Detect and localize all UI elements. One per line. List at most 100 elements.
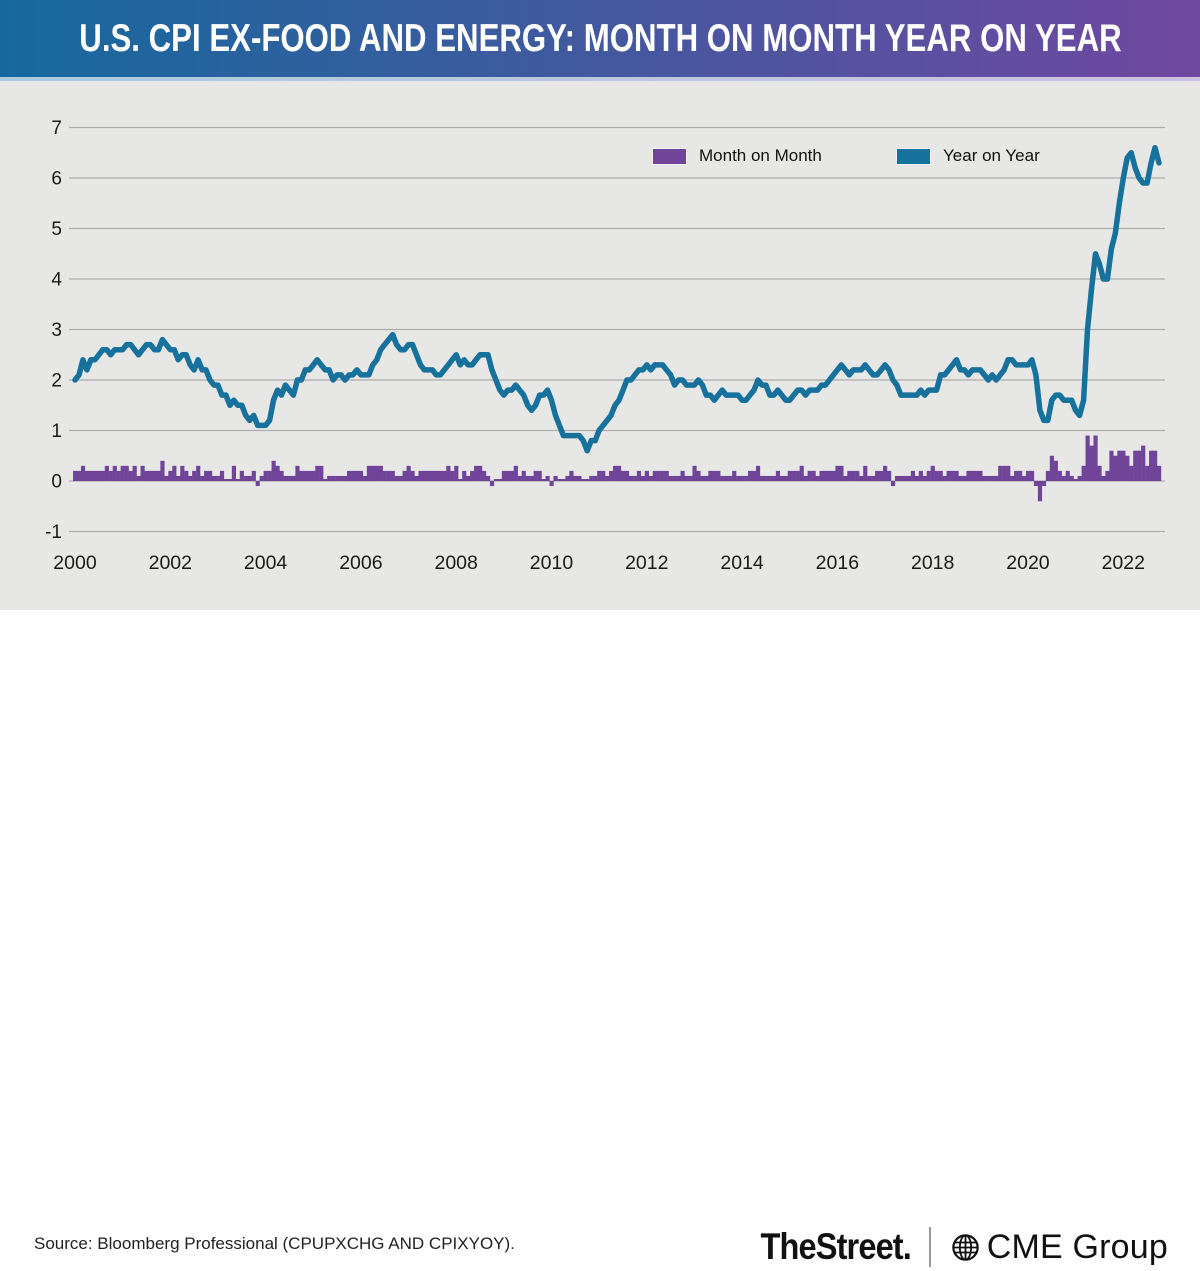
mom-bar: [958, 475, 963, 481]
mom-bar: [883, 465, 888, 481]
mom-bar: [259, 475, 264, 481]
mom-bar: [998, 465, 1003, 481]
month-on-month-swatch: [653, 148, 686, 164]
mom-bar: [970, 470, 975, 481]
mom-bar: [684, 475, 689, 481]
mom-bar: [1097, 465, 1102, 481]
mom-bar: [144, 470, 149, 481]
mom-bar: [728, 475, 733, 481]
yoy-line: [72, 144, 1162, 454]
mom-bar: [1077, 475, 1082, 481]
source-attribution: Source: Bloomberg Professional (CPUPXCHG…: [34, 1234, 515, 1253]
mom-bar: [922, 475, 927, 481]
x-tick-label: 2012: [625, 552, 668, 574]
mom-bar: [1121, 450, 1126, 481]
mom-bar: [482, 470, 487, 481]
mom-bar: [879, 470, 884, 481]
mom-bar: [410, 470, 415, 481]
mom-bar: [382, 470, 387, 481]
mom-bar: [898, 475, 904, 481]
mom-bar: [1073, 479, 1078, 481]
mom-bar: [1025, 470, 1031, 481]
mom-bar: [1109, 450, 1114, 481]
mom-bar: [589, 475, 594, 481]
mom-bar: [84, 470, 90, 481]
mom-bar: [307, 470, 312, 481]
mom-bar: [196, 465, 201, 481]
mom-bar: [319, 465, 324, 481]
mom-bar: [894, 475, 900, 481]
mom-bar: [748, 470, 753, 481]
mom-bar: [76, 470, 82, 481]
mom-bar: [946, 470, 951, 481]
mom-bar: [434, 470, 439, 481]
mom-bar: [724, 475, 729, 481]
mom-bar: [791, 470, 796, 481]
mom-bar: [1089, 445, 1094, 481]
mom-bar: [251, 470, 256, 481]
mom-bar: [1045, 470, 1051, 481]
mom-bar: [795, 470, 800, 481]
mom-bar: [88, 470, 94, 481]
mom-bar: [692, 465, 697, 481]
mom-bar: [561, 479, 566, 481]
mom-bar: [485, 475, 491, 481]
mom-bar: [458, 479, 463, 481]
mom-bar: [406, 465, 411, 481]
mom-bar: [263, 470, 268, 481]
mom-bar: [549, 481, 554, 487]
mom-bar: [152, 470, 157, 481]
mom-bar: [803, 475, 808, 481]
mom-bar: [648, 475, 653, 481]
mom-bar: [215, 475, 221, 481]
mom-bar: [525, 475, 530, 481]
mom-bar: [275, 465, 280, 481]
mom-bar: [620, 470, 626, 481]
mom-bar: [116, 470, 121, 481]
mom-bar: [192, 470, 197, 481]
mom-bar: [978, 470, 983, 481]
mom-bar: [533, 470, 538, 481]
mom-bar: [581, 479, 586, 481]
mom-bar: [537, 470, 542, 481]
mom-bar: [1057, 470, 1062, 481]
mom-bar: [104, 465, 109, 481]
mom-bar: [335, 475, 340, 481]
mom-bar: [208, 470, 213, 481]
mom-bar: [339, 475, 344, 481]
mom-bar: [132, 465, 137, 481]
title-banner: U.S. CPI EX-FOOD AND ENERGY: MONTH ON MO…: [0, 0, 1200, 77]
mom-bar: [843, 475, 848, 481]
y-tick-label: 5: [51, 219, 62, 240]
mom-bar: [545, 475, 550, 481]
page-title: U.S. CPI EX-FOOD AND ENERGY: MONTH ON MO…: [78, 16, 1122, 60]
mom-bar: [1085, 435, 1090, 481]
mom-bar: [343, 475, 348, 481]
mom-bar: [1006, 465, 1011, 481]
mom-bar: [501, 470, 507, 481]
mom-bar: [462, 470, 467, 481]
mom-bar: [767, 475, 773, 481]
mom-bar: [303, 470, 308, 481]
mom-bar: [807, 470, 812, 481]
mom-bar: [180, 465, 185, 481]
mom-bar: [239, 470, 244, 481]
mom-bar: [990, 475, 995, 481]
mom-bar: [402, 470, 407, 481]
mom-bar: [573, 475, 578, 481]
brand-logos: TheStreet. CME Group: [740, 1223, 1168, 1271]
mom-bar: [696, 470, 701, 481]
y-tick-label: 7: [51, 118, 62, 139]
mom-bar: [577, 475, 582, 481]
mom-bar: [799, 465, 804, 481]
mom-bar: [279, 470, 284, 481]
mom-bar: [605, 475, 610, 481]
mom-bar: [736, 475, 741, 481]
x-tick-label: 2020: [1006, 552, 1050, 574]
y-tick-label: 0: [51, 472, 62, 493]
y-tick-label: -1: [45, 522, 62, 543]
mom-bar: [752, 470, 757, 481]
mom-bar: [287, 475, 292, 481]
mom-bar: [267, 470, 272, 481]
mom-bar: [680, 470, 685, 481]
